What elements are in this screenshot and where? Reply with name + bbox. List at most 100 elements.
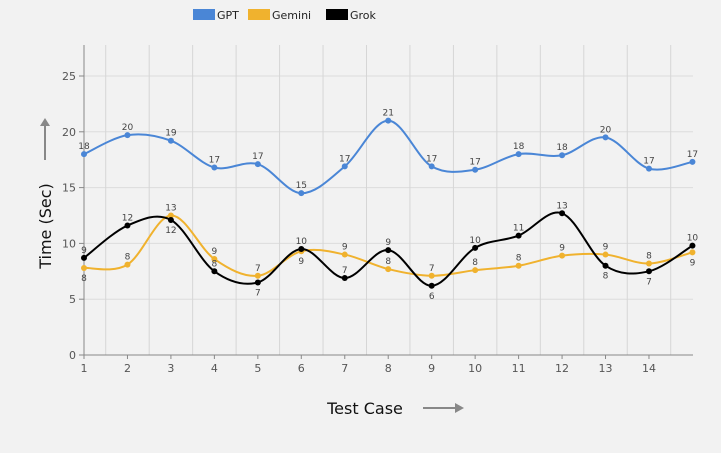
data-label: 7 [646, 277, 652, 287]
data-point [559, 152, 566, 159]
x-tick-label: 14 [642, 362, 656, 375]
data-point [341, 163, 348, 170]
x-tick-label: 13 [599, 362, 613, 375]
data-label: 18 [556, 143, 568, 153]
x-tick-label: 4 [211, 362, 218, 375]
data-label: 8 [81, 274, 87, 284]
data-point [211, 164, 218, 171]
data-label: 20 [122, 123, 134, 133]
data-label: 13 [165, 204, 176, 214]
data-label: 10 [296, 237, 308, 247]
data-point [341, 251, 348, 258]
data-label: 21 [382, 109, 393, 119]
data-label: 8 [125, 253, 131, 263]
x-tick-label: 8 [385, 362, 392, 375]
data-point [167, 137, 174, 144]
data-point [254, 279, 261, 286]
legend-swatch [193, 9, 215, 20]
data-point [385, 247, 392, 254]
data-point [428, 272, 435, 279]
x-tick-label: 10 [468, 362, 482, 375]
data-label: 17 [469, 158, 480, 168]
data-label: 9 [603, 243, 609, 253]
legend-item-gemini: Gemini [248, 9, 311, 22]
data-point [559, 210, 566, 217]
data-label: 7 [429, 264, 435, 274]
data-point [211, 256, 218, 263]
data-point [428, 163, 435, 170]
data-point [645, 260, 652, 267]
data-label: 9 [690, 258, 696, 268]
data-point [124, 222, 131, 229]
x-tick-label: 5 [254, 362, 261, 375]
data-point [515, 151, 522, 158]
data-point [472, 267, 479, 274]
x-axis-title: Test Case [326, 399, 403, 418]
data-label: 8 [646, 251, 652, 261]
x-tick-label: 11 [512, 362, 526, 375]
data-label: 20 [600, 125, 612, 135]
legend-label: Gemini [272, 9, 311, 22]
legend-swatch [326, 9, 348, 20]
data-point [515, 232, 522, 239]
data-label: 8 [385, 257, 391, 267]
data-point [254, 272, 261, 279]
data-label: 12 [122, 214, 133, 224]
data-label: 9 [559, 244, 565, 254]
data-label: 9 [81, 246, 87, 256]
data-point [602, 134, 609, 141]
y-arrow-icon [40, 118, 50, 160]
data-label: 8 [212, 259, 218, 269]
x-tick-label: 7 [341, 362, 348, 375]
series-gemini: 8 8 13 9 7 9 9 8 7 8 8 9 9 8 9 [81, 204, 696, 284]
legend: GPT Gemini Grok [193, 9, 377, 22]
y-axis-title: Time (Sec) [36, 183, 55, 270]
x-tick-label: 1 [81, 362, 88, 375]
data-label: 12 [165, 226, 176, 236]
data-point [472, 244, 479, 251]
data-point [124, 261, 131, 268]
x-tick-label: 3 [167, 362, 174, 375]
legend-item-grok: Grok [326, 9, 377, 22]
data-point [298, 245, 305, 252]
data-point [645, 165, 652, 172]
data-point [689, 249, 696, 256]
y-tick-label: 5 [69, 293, 76, 306]
data-label: 18 [513, 142, 525, 152]
data-point [254, 161, 261, 168]
data-point [167, 216, 174, 223]
x-tick-label: 2 [124, 362, 131, 375]
y-tick-label: 20 [62, 126, 76, 139]
data-label: 17 [339, 154, 350, 164]
data-label: 17 [252, 152, 263, 162]
data-label: 9 [385, 238, 391, 248]
data-point [385, 266, 392, 273]
data-point [81, 254, 87, 261]
data-label: 8 [603, 272, 609, 282]
series-grok: 9 12 12 8 7 10 7 9 6 10 11 13 8 7 10 [81, 201, 698, 302]
data-point [124, 132, 131, 139]
data-label: 13 [556, 201, 567, 211]
data-label: 17 [687, 150, 698, 160]
data-point [298, 190, 305, 197]
series-lines: 18 20 19 17 17 15 17 21 17 17 18 18 20 17 17 8 8 13 9 7 9 9 8 7… [78, 109, 698, 302]
data-label: 7 [255, 264, 261, 274]
data-label: 9 [342, 243, 348, 253]
data-point [602, 262, 609, 269]
data-label: 10 [687, 234, 699, 244]
data-label: 18 [78, 142, 90, 152]
data-label: 10 [469, 236, 481, 246]
legend-item-gpt: GPT [193, 9, 239, 22]
data-label: 6 [429, 292, 435, 302]
data-label: 8 [472, 258, 478, 268]
data-label: 11 [513, 224, 524, 234]
data-label: 9 [212, 247, 218, 257]
data-label: 17 [426, 154, 437, 164]
data-point [428, 282, 435, 289]
data-point [81, 151, 87, 158]
data-point [515, 262, 522, 269]
x-arrow-icon [423, 403, 464, 413]
legend-label: Grok [350, 9, 377, 22]
